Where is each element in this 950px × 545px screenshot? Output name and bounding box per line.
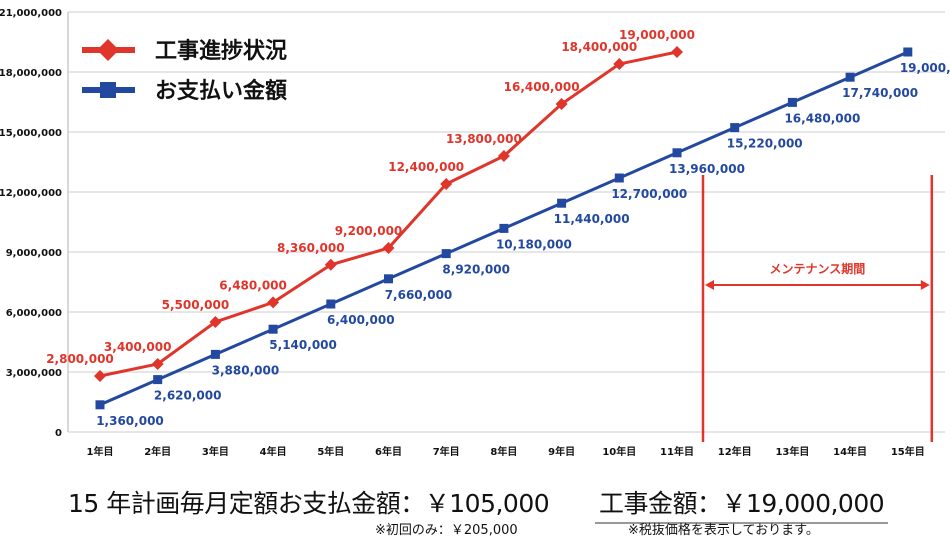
data-label: 19,000,000 bbox=[619, 28, 695, 42]
construction-total-text: 工事金額：￥19,000,000 bbox=[595, 484, 889, 524]
data-point-diamond bbox=[440, 178, 453, 190]
data-label: 9,200,000 bbox=[335, 224, 403, 238]
y-tick-label: 21,000,000 bbox=[0, 8, 62, 19]
data-label: 12,700,000 bbox=[611, 187, 687, 201]
x-tick-label: 5年目 bbox=[317, 445, 344, 458]
data-point-square bbox=[499, 223, 509, 233]
x-tick-label: 15年目 bbox=[891, 445, 925, 458]
first-payment-note: ※初回のみ：￥205,000 bbox=[375, 523, 518, 538]
chart: 0 3,000,000 6,000,000 9,000,000 12,000,000 15… bbox=[0, 8, 950, 458]
data-label: 15,220,000 bbox=[727, 137, 803, 151]
data-point-diamond bbox=[613, 58, 626, 70]
data-point-diamond bbox=[324, 258, 337, 271]
y-tick-label: 15,000,000 bbox=[0, 128, 62, 139]
data-point-square bbox=[441, 249, 451, 259]
data-point-square bbox=[672, 148, 682, 158]
x-tick-label: 7年目 bbox=[433, 445, 460, 458]
data-label: 2,800,000 bbox=[46, 352, 114, 366]
data-point-square bbox=[153, 375, 163, 385]
x-tick-label: 10年目 bbox=[602, 445, 636, 458]
y-tick-label: 9,000,000 bbox=[6, 248, 62, 259]
arrow-head-left bbox=[705, 280, 714, 290]
data-point-square bbox=[903, 47, 913, 57]
data-label: 19,000,000 bbox=[900, 61, 950, 75]
data-point-square bbox=[845, 72, 855, 82]
x-tick-label: 12年目 bbox=[718, 445, 752, 458]
data-label: 13,960,000 bbox=[669, 162, 745, 176]
y-tick-label: 0 bbox=[55, 428, 62, 439]
data-point-diamond bbox=[267, 296, 280, 309]
legend-label: お支払い金額 bbox=[155, 78, 287, 104]
data-label: 6,400,000 bbox=[327, 313, 395, 327]
data-point-square bbox=[384, 274, 393, 284]
x-tick-label: 14年目 bbox=[833, 445, 867, 458]
data-point-diamond bbox=[94, 370, 106, 382]
data-label: 6,480,000 bbox=[219, 278, 287, 292]
y-tick-label: 18,000,000 bbox=[0, 68, 62, 79]
data-label: 3,880,000 bbox=[212, 363, 280, 377]
data-label: 3,400,000 bbox=[104, 340, 172, 354]
x-tick-label: 4年目 bbox=[260, 445, 287, 458]
data-point-square bbox=[210, 349, 220, 359]
data-label: 1,360,000 bbox=[96, 414, 164, 428]
x-tick-label: 9年目 bbox=[548, 445, 575, 458]
data-label: 16,400,000 bbox=[504, 80, 580, 94]
data-label: 13,800,000 bbox=[446, 132, 522, 146]
arrow-head-right bbox=[920, 280, 930, 290]
data-label: 8,360,000 bbox=[277, 241, 345, 255]
x-tick-label: 1年目 bbox=[87, 445, 114, 458]
tax-note: ※税抜価格を表示しております。 bbox=[628, 523, 819, 538]
data-point-diamond bbox=[151, 358, 164, 370]
legend-label: 工事進捗状況 bbox=[155, 38, 287, 64]
monthly-payment-text: 15 年計画毎月定額お支払金額：￥105,000 bbox=[68, 489, 550, 518]
data-point-square bbox=[326, 299, 336, 309]
x-tick-label: 3年目 bbox=[202, 445, 229, 458]
data-point-diamond bbox=[382, 242, 395, 254]
data-point-diamond bbox=[555, 98, 568, 110]
data-point-diamond bbox=[497, 150, 510, 162]
data-label: 18,400,000 bbox=[561, 40, 637, 54]
x-tick-label: 8年目 bbox=[490, 445, 517, 458]
x-tick-label: 11年目 bbox=[660, 445, 694, 458]
data-point-diamond bbox=[209, 316, 222, 328]
data-point-square bbox=[787, 97, 797, 107]
data-label: 2,620,000 bbox=[154, 389, 222, 403]
data-label: 7,660,000 bbox=[385, 288, 453, 302]
x-tick-label: 13年目 bbox=[775, 445, 809, 458]
data-point-square bbox=[730, 123, 740, 133]
data-point-square bbox=[268, 324, 278, 334]
data-point-diamond bbox=[671, 46, 683, 58]
data-label: 8,920,000 bbox=[442, 263, 510, 277]
legend-diamond-icon bbox=[97, 39, 119, 61]
data-point-square bbox=[557, 198, 567, 208]
data-point-square bbox=[614, 173, 624, 183]
data-label: 12,400,000 bbox=[388, 160, 464, 174]
data-point-square bbox=[95, 400, 105, 410]
data-label: 5,500,000 bbox=[162, 298, 230, 312]
y-tick-label: 6,000,000 bbox=[6, 308, 62, 319]
legend-square-icon bbox=[100, 82, 116, 98]
data-label: 10,180,000 bbox=[496, 237, 572, 251]
data-label: 16,480,000 bbox=[784, 111, 860, 125]
data-label: 17,740,000 bbox=[842, 86, 918, 100]
maintenance-label: メンテナンス期間 bbox=[770, 261, 866, 276]
data-label: 5,140,000 bbox=[269, 338, 337, 352]
x-tick-label: 6年目 bbox=[375, 445, 402, 458]
x-tick-label: 2年目 bbox=[144, 445, 171, 458]
y-tick-label: 12,000,000 bbox=[0, 188, 62, 199]
y-tick-label: 3,000,000 bbox=[6, 368, 62, 379]
data-label: 11,440,000 bbox=[554, 212, 630, 226]
